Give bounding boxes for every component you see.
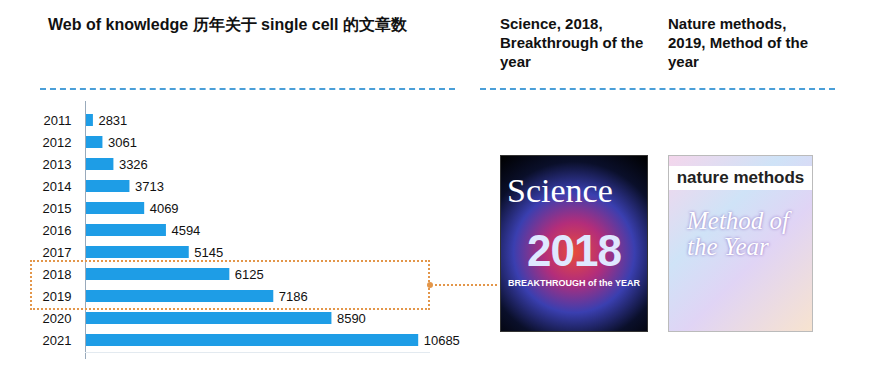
svg-text:2021: 2021 xyxy=(43,333,72,348)
svg-text:3061: 3061 xyxy=(108,135,137,150)
html-text:Web of knowledge 历年关于 single c: Web of knowledge 历年关于 single cell 的文章数 xyxy=(48,16,407,33)
svg-text:2016: 2016 xyxy=(43,223,72,238)
svg-text:8590: 8590 xyxy=(337,311,366,326)
html-text:Science: Science xyxy=(507,172,613,209)
svg-text:2013: 2013 xyxy=(43,157,72,172)
svg-text:7186: 7186 xyxy=(279,289,308,304)
html-text:Nature methods, 2019, Method o: Nature methods, 2019, Method of the year xyxy=(668,15,808,70)
svg-text:3713: 3713 xyxy=(135,179,164,194)
svg-text:2014: 2014 xyxy=(43,179,72,194)
html-text:Science, 2018, Breakthrough of: Science, 2018, Breakthrough of the year xyxy=(500,15,644,70)
html-text:BREAKTHROUGH of the YEAR: BREAKTHROUGH of the YEAR xyxy=(508,278,640,288)
html-text:2018: 2018 xyxy=(527,226,621,275)
html-text:nature methods: nature methods xyxy=(676,168,805,187)
svg-text:4594: 4594 xyxy=(171,223,200,238)
svg-text:2012: 2012 xyxy=(43,135,72,150)
html-text:Method of the Year: Method of the Year xyxy=(687,207,790,260)
svg-text:2017: 2017 xyxy=(43,245,72,260)
svg-text:2015: 2015 xyxy=(43,201,72,216)
svg-text:10685: 10685 xyxy=(424,333,460,348)
svg-text:6125: 6125 xyxy=(235,267,264,282)
svg-text:2020: 2020 xyxy=(43,311,72,326)
svg-text:2011: 2011 xyxy=(44,113,72,128)
svg-text:5145: 5145 xyxy=(194,245,223,260)
svg-text:2018: 2018 xyxy=(43,267,72,282)
svg-text:4069: 4069 xyxy=(150,201,179,216)
svg-text:2831: 2831 xyxy=(98,113,127,128)
svg-text:3326: 3326 xyxy=(119,157,148,172)
svg-text:2019: 2019 xyxy=(43,289,72,304)
